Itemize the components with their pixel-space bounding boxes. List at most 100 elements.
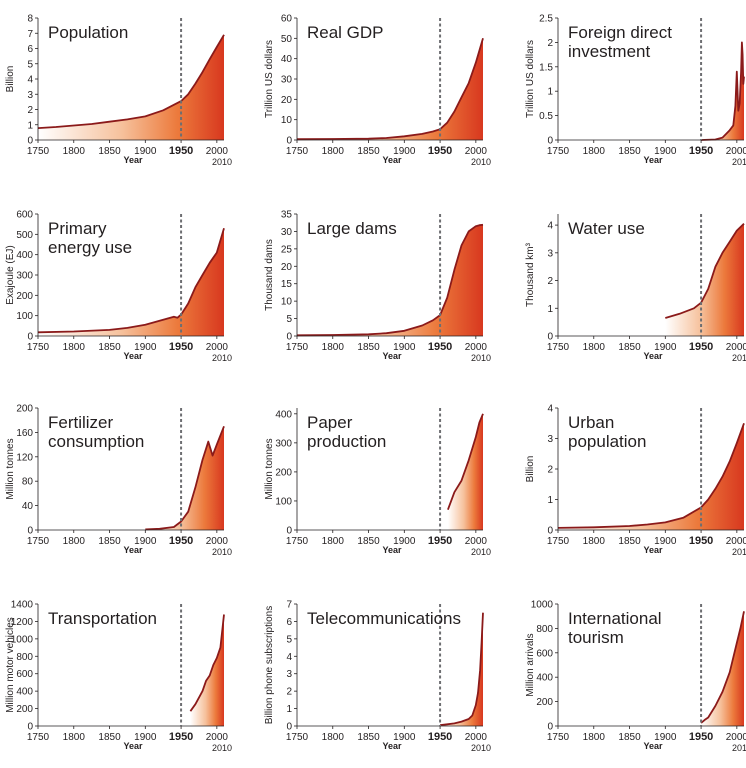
chart-panel-transportation: 0 200 400 600 800 1000 1200 1400 1750 1800 1850 190…: [5, 600, 232, 754]
y-tick-label: 120: [16, 452, 33, 463]
chart-title: International: [568, 609, 662, 628]
y-tick-label: 35: [281, 210, 293, 221]
x-axis-label: Year: [123, 545, 143, 555]
y-tick-label: 0: [286, 526, 292, 537]
x-tick-label: 2000: [726, 146, 746, 157]
x-tick-label: 1850: [618, 342, 641, 353]
x-tick-label: 1750: [547, 536, 570, 547]
x-tick-label: 1900: [134, 536, 157, 547]
x-tick-label-marker: 1950: [689, 341, 713, 353]
chart-title: production: [307, 432, 386, 451]
y-axis-label: Billion phone subscriptions: [264, 606, 275, 724]
x-tick-label: 1900: [134, 342, 157, 353]
x-axis-label: Year: [382, 741, 402, 751]
series-area: [38, 34, 224, 140]
y-tick-label: 0: [547, 722, 553, 733]
y-tick-label: 1000: [11, 634, 34, 645]
x-tick-label: 1850: [98, 342, 121, 353]
y-tick-label: 3: [27, 90, 33, 101]
y-tick-label: 1: [547, 87, 553, 98]
series-line: [665, 223, 745, 319]
y-tick-label: 300: [16, 271, 33, 282]
y-tick-label: 800: [536, 624, 553, 635]
x-tick-label: 1900: [654, 732, 677, 743]
x-tick-label-marker: 1950: [428, 535, 452, 547]
x-tick-label-marker: 1950: [689, 145, 713, 157]
x-tick-label: 1800: [583, 536, 606, 547]
x-tick-label: 1750: [27, 342, 50, 353]
x-end-year-label: 2010: [212, 547, 232, 557]
y-tick-label: 2: [547, 38, 553, 49]
x-tick-label: 1750: [547, 146, 570, 157]
x-axis-label: Year: [123, 351, 143, 361]
x-tick-label: 1750: [286, 146, 309, 157]
x-tick-label: 1750: [27, 536, 50, 547]
chart-title: Foreign direct: [568, 23, 672, 42]
series-area: [701, 611, 744, 726]
y-tick-label: 4: [547, 221, 553, 232]
x-tick-label-marker: 1950: [689, 731, 713, 743]
x-tick-label: 1750: [547, 342, 570, 353]
series-area: [190, 614, 224, 726]
y-axis-label: Billion: [525, 456, 536, 483]
x-tick-label: 2000: [206, 732, 229, 743]
y-tick-label: 25: [281, 244, 293, 255]
y-axis-label: Million tonnes: [5, 438, 16, 499]
x-tick-label-marker: 1950: [169, 731, 193, 743]
x-tick-label: 2000: [465, 342, 488, 353]
y-tick-label: 800: [16, 652, 33, 663]
y-tick-label: 10: [281, 297, 293, 308]
x-tick-label: 1900: [134, 732, 157, 743]
x-tick-label: 1900: [393, 732, 416, 743]
y-tick-label: 60: [281, 14, 293, 25]
y-tick-label: 100: [275, 496, 292, 507]
chart-title: tourism: [568, 628, 624, 647]
y-tick-label: 7: [286, 600, 292, 611]
y-tick-label: 0.5: [539, 111, 553, 122]
y-tick-label: 200: [16, 291, 33, 302]
x-tick-label-marker: 1950: [169, 145, 193, 157]
y-axis-label: Million motor vehicles: [5, 617, 16, 713]
x-tick-label: 1800: [63, 342, 86, 353]
x-tick-label: 1850: [357, 732, 380, 743]
y-tick-label: 3: [547, 248, 553, 259]
y-tick-label: 20: [281, 262, 293, 273]
chart-title: Real GDP: [307, 23, 384, 42]
x-tick-label: 1750: [286, 732, 309, 743]
y-tick-label: 600: [536, 648, 553, 659]
series-line: [447, 413, 484, 511]
y-tick-label: 0: [547, 136, 553, 147]
x-tick-label: 1900: [134, 146, 157, 157]
y-tick-label: 600: [16, 210, 33, 221]
y-tick-label: 3: [286, 669, 292, 680]
series-line: [700, 611, 745, 724]
x-tick-label: 1850: [98, 536, 121, 547]
x-tick-label-marker: 1950: [428, 341, 452, 353]
x-end-year-label: 2010: [471, 157, 491, 167]
x-axis-label: Year: [643, 545, 663, 555]
y-tick-label: 15: [281, 279, 293, 290]
chart-title: consumption: [48, 432, 144, 451]
series-area: [297, 224, 483, 336]
x-tick-label: 1850: [357, 342, 380, 353]
y-tick-label: 1: [27, 120, 33, 131]
y-tick-label: 80: [22, 477, 34, 488]
x-tick-label: 2000: [465, 536, 488, 547]
y-tick-label: 500: [16, 230, 33, 241]
x-tick-label: 1750: [27, 146, 50, 157]
x-tick-label: 1750: [286, 536, 309, 547]
x-axis-label: Year: [382, 155, 402, 165]
x-tick-label: 2000: [465, 146, 488, 157]
x-tick-label: 1800: [322, 342, 345, 353]
y-tick-label: 6: [286, 617, 292, 628]
chart-title: energy use: [48, 238, 132, 257]
y-tick-label: 3: [547, 434, 553, 445]
x-tick-label: 1900: [654, 342, 677, 353]
y-tick-label: 2: [547, 276, 553, 287]
y-tick-label: 200: [16, 404, 33, 415]
y-tick-label: 200: [536, 697, 553, 708]
